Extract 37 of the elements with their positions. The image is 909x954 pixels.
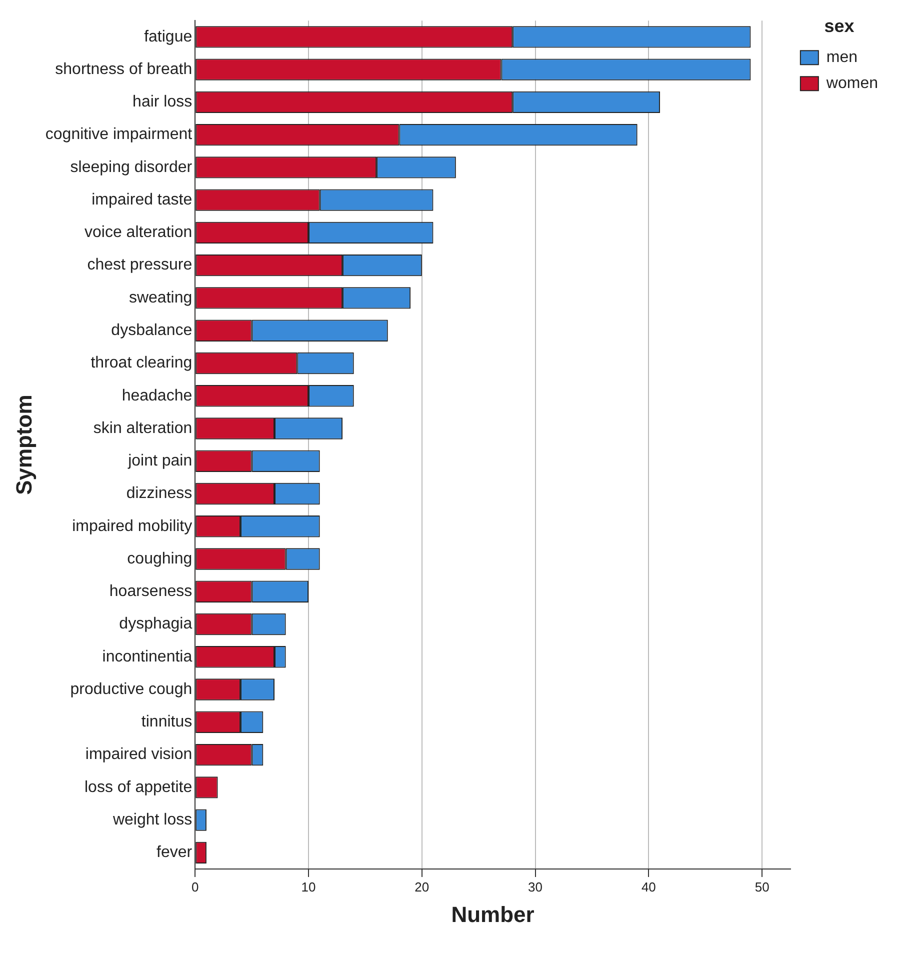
y-tick-label: skin alteration (93, 420, 192, 437)
y-tick-label: hair loss (132, 94, 192, 111)
y-tick-label: joint pain (127, 452, 192, 470)
y-tick-label: loss of appetite (84, 778, 192, 796)
y-tick-label: fatigue (144, 28, 192, 46)
y-tick-label: shortness of breath (55, 60, 192, 78)
y-tick-label: impaired taste (92, 191, 192, 208)
y-tick-label: tinnitus (141, 714, 192, 731)
x-axis-title: Number (451, 902, 535, 927)
y-tick-label: fever (156, 844, 193, 862)
y-tick-label: cognitive impairment (45, 126, 193, 144)
y-tick-label: incontinentia (102, 648, 192, 666)
x-tick-label: 20 (414, 879, 430, 894)
y-tick-label: impaired mobility (72, 518, 192, 535)
legend-title: sex (824, 16, 854, 36)
legend-label: men (826, 49, 858, 66)
y-tick-label: coughing (127, 550, 192, 568)
y-tick-label: sleeping disorder (70, 158, 193, 176)
x-tick-label: 0 (192, 879, 199, 894)
legend-label: women (825, 75, 878, 92)
y-tick-label: chest pressure (87, 256, 192, 274)
y-tick-label: impaired vision (85, 746, 192, 764)
y-tick-label: dizziness (126, 485, 192, 502)
y-tick-label: throat clearing (90, 354, 192, 372)
y-tick-label: dysbalance (111, 322, 192, 339)
y-tick-label: productive cough (70, 680, 192, 698)
x-tick-label: 10 (301, 879, 316, 894)
x-tick-label: 50 (754, 879, 770, 894)
y-tick-label: voice alteration (84, 224, 192, 242)
y-axis-title: Symptom (11, 394, 36, 495)
y-tick-label: headache (122, 387, 192, 404)
y-tick-label: sweating (128, 289, 192, 306)
x-tick-label: 40 (641, 879, 656, 894)
y-tick-label: weight loss (112, 811, 192, 828)
y-tick-label: dysphagia (119, 616, 192, 633)
x-tick-label: 30 (528, 879, 543, 894)
y-tick-label: hoarseness (109, 583, 192, 600)
